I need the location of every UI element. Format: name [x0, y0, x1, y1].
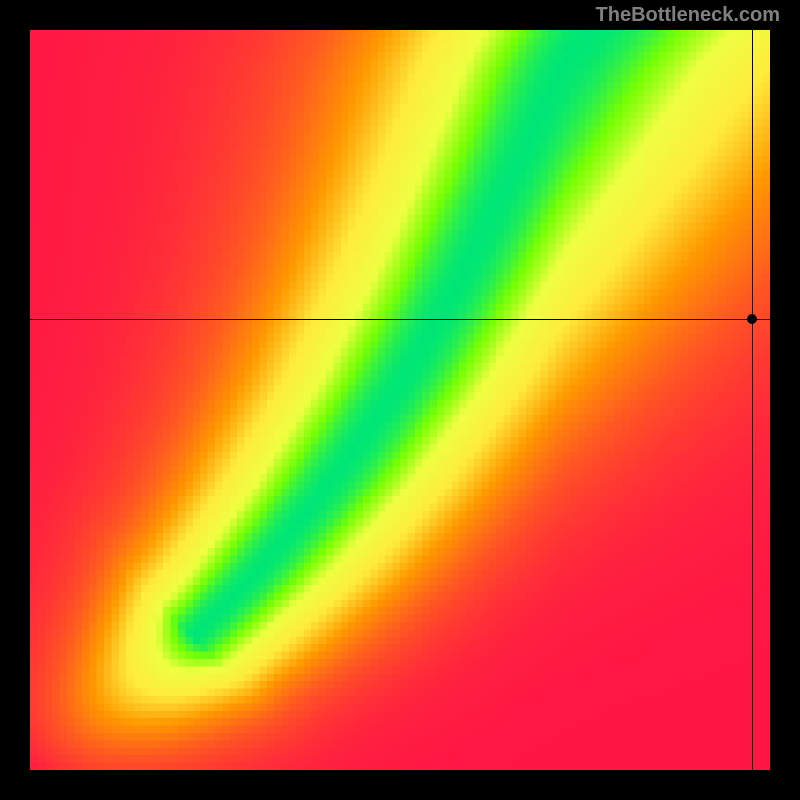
crosshair-vertical: [752, 30, 753, 770]
heatmap-canvas: [30, 30, 770, 770]
watermark-text: TheBottleneck.com: [596, 4, 780, 27]
heatmap-plot: [30, 30, 770, 770]
crosshair-marker: [747, 314, 757, 324]
crosshair-horizontal: [30, 319, 770, 320]
